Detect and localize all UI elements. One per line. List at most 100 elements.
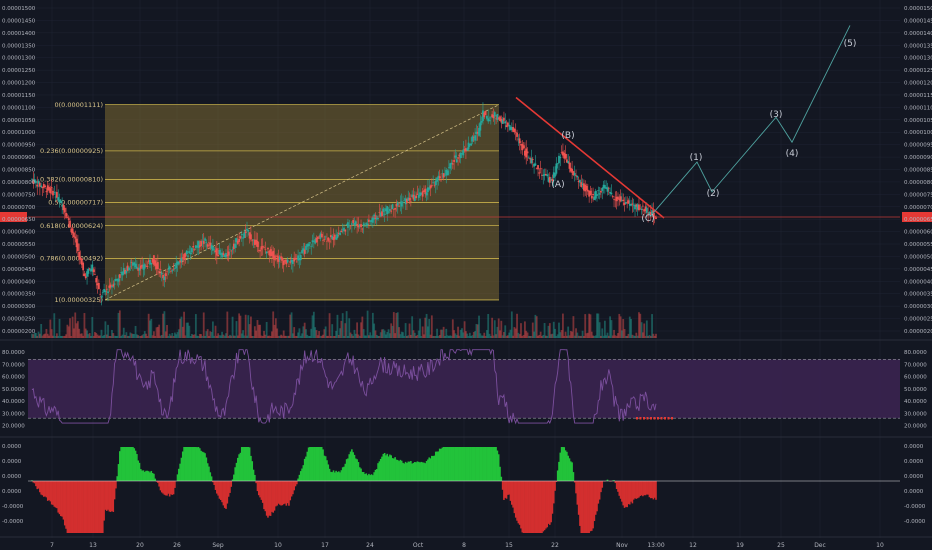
candle-body [147, 260, 150, 262]
volume-bar [415, 335, 418, 338]
candle-body [618, 198, 621, 200]
volume-bar [301, 333, 303, 338]
rsi-panel[interactable] [28, 347, 900, 425]
volume-bar [434, 335, 437, 338]
macd-bar [45, 481, 48, 498]
candle-body [54, 196, 57, 198]
candle-body [160, 272, 163, 275]
volume-bar [451, 319, 454, 338]
candle-body [606, 187, 609, 192]
macd-bar [503, 481, 505, 500]
volume-bar [377, 335, 379, 338]
candle-body [497, 118, 500, 120]
volume-bar [630, 318, 632, 338]
volume-bar [57, 335, 60, 338]
volume-bar [193, 334, 196, 338]
candle-body [48, 186, 50, 191]
volume-bar [546, 336, 549, 338]
volume-bar [281, 335, 284, 338]
volume-bar [252, 335, 255, 338]
macd-bar [268, 481, 271, 516]
candle-body [307, 243, 310, 247]
volume-bar [129, 332, 132, 338]
macd-bar [483, 447, 486, 481]
macd-bar [95, 481, 98, 533]
volume-bar [412, 330, 415, 338]
macd-bar [369, 475, 372, 481]
macd-bar [379, 458, 382, 481]
macd-bar [343, 466, 345, 481]
candle-body [99, 293, 102, 295]
candle-body [259, 250, 262, 252]
volume-bar [539, 331, 542, 338]
fib-label-4: 0.618(0.00000624) [40, 222, 103, 230]
y-tick-right-21: 0.00000450 [904, 267, 932, 273]
macd-bar [471, 447, 474, 481]
annotations[interactable]: (A)(B)(C)(1)(2)(3)(4)(5) [0, 25, 932, 224]
macd-bar [572, 472, 575, 481]
candle-body [442, 173, 445, 178]
macd-bar [49, 481, 52, 502]
macd-bar [528, 481, 530, 533]
macd-bar [434, 451, 437, 481]
candle-body [506, 122, 509, 126]
macd-bar [478, 447, 480, 481]
candle-body [390, 210, 393, 212]
macd-bar [276, 481, 278, 506]
macd-bar [501, 481, 504, 490]
volume-bar [278, 335, 281, 338]
candle-body [402, 202, 404, 203]
volume-bar [533, 331, 535, 338]
fibonacci-retracement[interactable]: 0(0.00001111)0.236(0.00000925)0.382(0.00… [40, 101, 500, 304]
volume-bar [244, 314, 247, 338]
volume-bar [503, 332, 505, 338]
volume-bar [465, 331, 467, 338]
volume-bar [302, 326, 305, 338]
candle-body [109, 284, 112, 288]
candle-body [495, 118, 497, 120]
candle-body [639, 208, 642, 210]
macd-bar [243, 447, 246, 481]
macd-bar [40, 481, 42, 495]
candle-body [97, 282, 100, 289]
macd-bar [444, 447, 446, 481]
candle-body [543, 174, 546, 176]
candle-body [567, 161, 570, 164]
candle-body [265, 251, 268, 254]
macd-bar [134, 450, 137, 481]
volume-bar [365, 335, 368, 338]
macd-bar [172, 481, 175, 495]
volume-bar [188, 325, 191, 338]
candle-body [129, 266, 132, 268]
wave-label-0: (A) [551, 180, 564, 190]
macd-bar [78, 481, 80, 533]
volume-bar [91, 317, 94, 338]
macd-bar [48, 481, 50, 501]
macd-bar [53, 481, 56, 507]
y-tick-left-10: 0.00001000 [2, 130, 36, 136]
candle-body [33, 179, 36, 182]
macd-bar [179, 463, 181, 481]
volume-bar [406, 335, 408, 338]
candle-body [36, 184, 39, 187]
candle-body [383, 213, 386, 215]
macd-bar [107, 481, 109, 510]
candle-body [71, 228, 74, 234]
macd-bar [621, 481, 623, 502]
volume-bar [584, 314, 587, 338]
candle-body [622, 199, 625, 202]
volume-bar [582, 335, 585, 338]
price-candles[interactable] [31, 102, 657, 306]
candle-body [217, 254, 220, 257]
y-tick-left-17: 0.00000650 [2, 217, 36, 223]
volume-bar [243, 335, 246, 338]
candle-body [480, 121, 483, 123]
macd-bar [448, 447, 450, 481]
macd-histogram-panel[interactable] [28, 447, 900, 533]
candle-body [53, 192, 56, 193]
volume-bar [125, 332, 128, 338]
volume-bar [459, 329, 462, 338]
volume-bar [74, 312, 77, 338]
candle-body [108, 285, 111, 288]
